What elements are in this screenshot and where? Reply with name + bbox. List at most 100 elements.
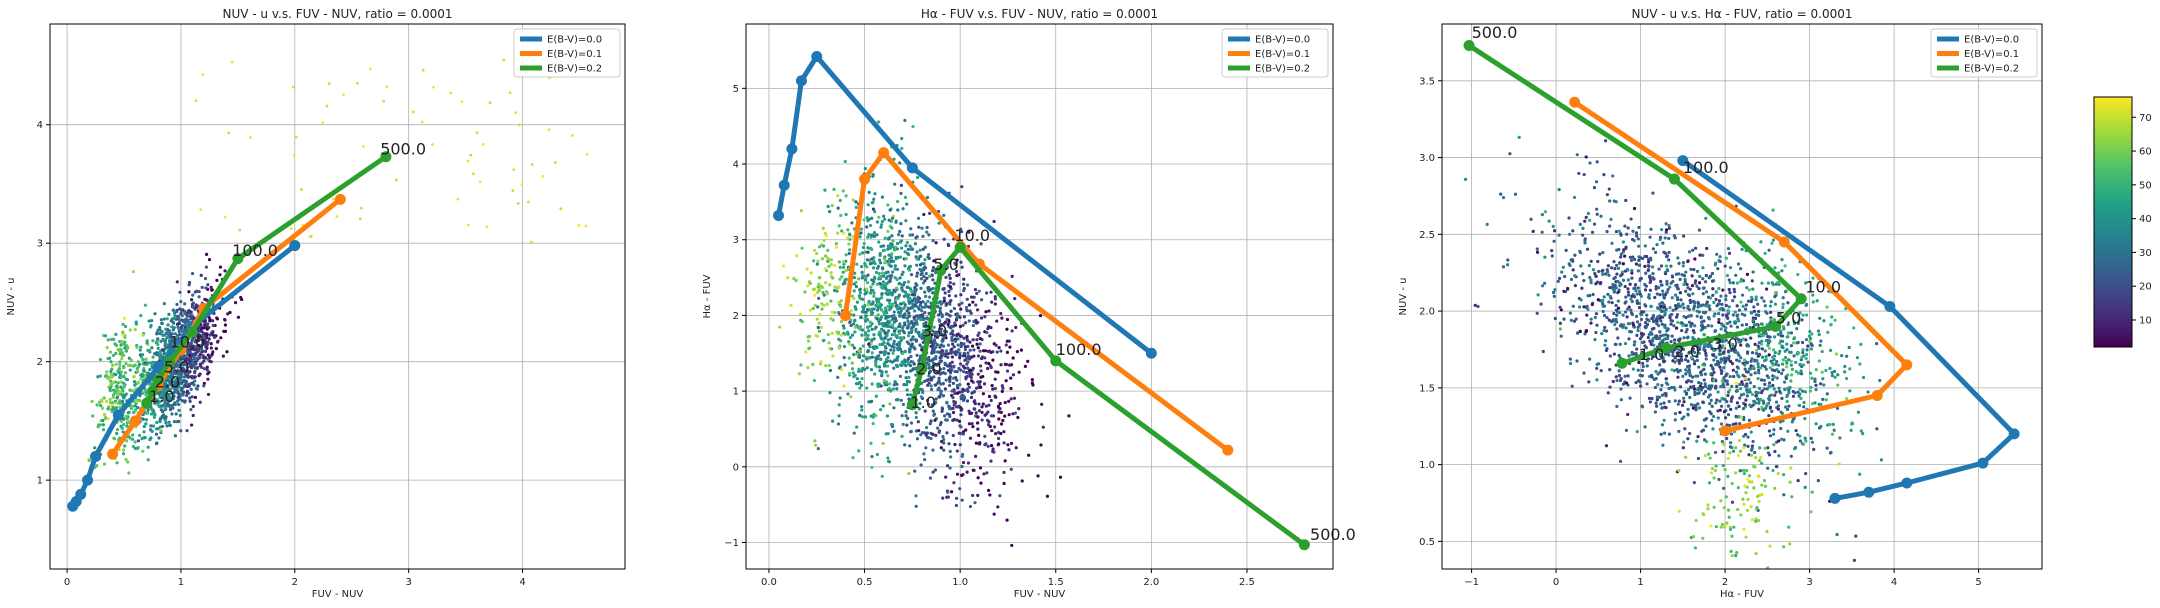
- scatter-point: [884, 350, 888, 354]
- scatter-point: [960, 464, 964, 469]
- scatter-point: [879, 282, 883, 286]
- scatter-point: [873, 276, 877, 280]
- scatter-point: [888, 208, 892, 212]
- scatter-point: [1675, 313, 1680, 317]
- scatter-point: [892, 310, 896, 314]
- scatter-point: [897, 281, 902, 285]
- scatter-point: [946, 355, 950, 359]
- scatter-point: [903, 350, 907, 354]
- scatter-point: [1589, 278, 1593, 282]
- scatter-point: [951, 342, 955, 346]
- scatter-point: [1637, 258, 1641, 263]
- scatter-point: [163, 398, 167, 402]
- scatter-point: [1706, 324, 1710, 328]
- scatter-point: [141, 449, 145, 453]
- scatter-point: [150, 346, 154, 350]
- scatter-point: [972, 295, 976, 299]
- scatter-point: [826, 204, 830, 209]
- scatter-point: [1749, 430, 1753, 434]
- scatter-point: [938, 344, 942, 348]
- scatter-point: [973, 288, 978, 292]
- scatter-point: [867, 190, 871, 195]
- scatter-point: [182, 390, 186, 394]
- scatter-point: [1608, 294, 1612, 299]
- scatter-point: [193, 379, 197, 383]
- scatter-point: [829, 258, 834, 262]
- scatter-point: [883, 331, 887, 335]
- scatter-point: [1637, 360, 1641, 365]
- scatter-point: [1779, 426, 1783, 431]
- scatter-point: [1663, 236, 1667, 240]
- scatter-point: [96, 425, 100, 429]
- scatter-point: [1005, 350, 1010, 354]
- scatter-point: [1634, 289, 1638, 293]
- scatter-point: [905, 393, 910, 397]
- scatter-point: [124, 349, 128, 353]
- scatter-point: [203, 319, 207, 323]
- scatter-point: [817, 245, 822, 249]
- scatter-point: [886, 342, 890, 346]
- scatter-point: [138, 394, 142, 398]
- scatter-point: [985, 471, 989, 475]
- scatter-point: [890, 216, 895, 220]
- scatter-point: [911, 292, 915, 297]
- scatter-point: [863, 278, 868, 282]
- scatter-point: [173, 402, 177, 407]
- scatter-point: [893, 380, 897, 384]
- scatter-point: [1617, 311, 1622, 315]
- scatter-point: [167, 312, 171, 316]
- scatter-point: [958, 334, 963, 338]
- scatter-point: [1658, 363, 1662, 367]
- scatter-point: [1592, 185, 1597, 190]
- scatter-point: [951, 396, 955, 400]
- scatter-point: [839, 213, 843, 218]
- scatter-point: [903, 313, 907, 317]
- scatter-point: [925, 225, 929, 230]
- scatter-point: [883, 344, 888, 349]
- scatter-point: [1723, 397, 1727, 401]
- scatter-point: [118, 339, 122, 344]
- scatter-point: [872, 231, 877, 235]
- scatter-point: [860, 270, 864, 275]
- scatter-point: [859, 315, 863, 320]
- scatter-point: [1695, 355, 1699, 359]
- scatter-point: [909, 273, 914, 277]
- scatter-point: [867, 299, 871, 304]
- scatter-point: [855, 352, 859, 356]
- annotation-label: 1.0: [910, 393, 935, 412]
- scatter-point: [189, 387, 193, 391]
- scatter-point: [167, 420, 171, 424]
- scatter-point: [1693, 281, 1697, 285]
- scatter-point: [180, 355, 185, 359]
- scatter-point: [961, 460, 966, 465]
- scatter-point: [121, 353, 126, 357]
- scatter-point: [1667, 236, 1671, 241]
- scatter-point: [826, 248, 830, 252]
- scatter-point: [167, 346, 171, 350]
- scatter-point: [1639, 384, 1643, 388]
- scatter-point: [848, 342, 852, 346]
- scatter-point: [1611, 174, 1615, 178]
- scatter-point: [944, 418, 948, 422]
- scatter-point: [846, 236, 850, 240]
- scatter-point: [1667, 386, 1671, 391]
- scatter-point: [781, 264, 786, 268]
- scatter-point: [194, 99, 198, 103]
- scatter-point: [156, 403, 160, 407]
- scatter-point: [951, 433, 955, 438]
- scatter-point: [975, 308, 980, 312]
- scatter-point: [174, 389, 178, 394]
- scatter-point: [1627, 293, 1631, 297]
- scatter-point: [1660, 406, 1665, 410]
- scatter-point: [956, 343, 960, 347]
- scatter-point: [866, 325, 870, 329]
- scatter-point: [1660, 228, 1664, 232]
- scatter-point: [897, 331, 902, 335]
- scatter-point: [1711, 287, 1715, 291]
- scatter-point: [939, 392, 943, 396]
- scatter-point: [928, 422, 932, 426]
- scatter-point: [827, 341, 831, 345]
- scatter-point: [485, 225, 489, 229]
- scatter-point: [943, 320, 948, 324]
- scatter-point: [850, 221, 854, 225]
